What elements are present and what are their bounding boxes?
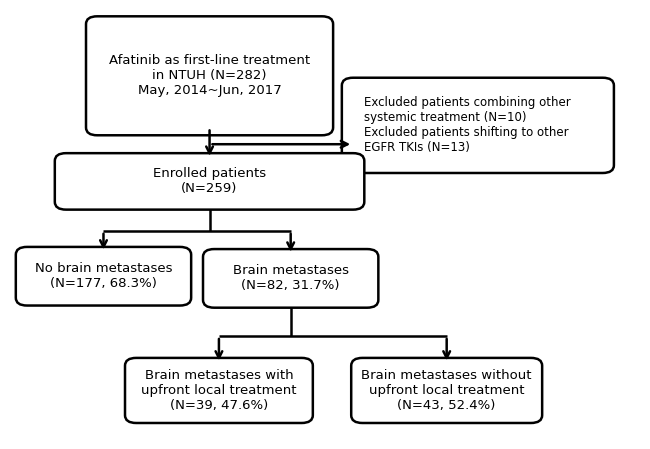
FancyBboxPatch shape [86,16,333,135]
Text: No brain metastases
(N=177, 68.3%): No brain metastases (N=177, 68.3%) [34,262,172,290]
FancyBboxPatch shape [16,247,191,305]
Text: Enrolled patients
(N=259): Enrolled patients (N=259) [153,167,266,195]
FancyBboxPatch shape [203,249,378,308]
Text: Excluded patients combining other
systemic treatment (N=10)
Excluded patients sh: Excluded patients combining other system… [364,97,571,154]
FancyBboxPatch shape [55,153,364,210]
Text: Afatinib as first-line treatment
in NTUH (N=282)
May, 2014~Jun, 2017: Afatinib as first-line treatment in NTUH… [109,54,310,97]
Text: Brain metastases with
upfront local treatment
(N=39, 47.6%): Brain metastases with upfront local trea… [141,369,296,412]
Text: Brain metastases without
upfront local treatment
(N=43, 52.4%): Brain metastases without upfront local t… [361,369,532,412]
FancyBboxPatch shape [342,78,614,173]
Text: Brain metastases
(N=82, 31.7%): Brain metastases (N=82, 31.7%) [233,264,348,292]
FancyBboxPatch shape [125,358,313,423]
FancyBboxPatch shape [351,358,542,423]
